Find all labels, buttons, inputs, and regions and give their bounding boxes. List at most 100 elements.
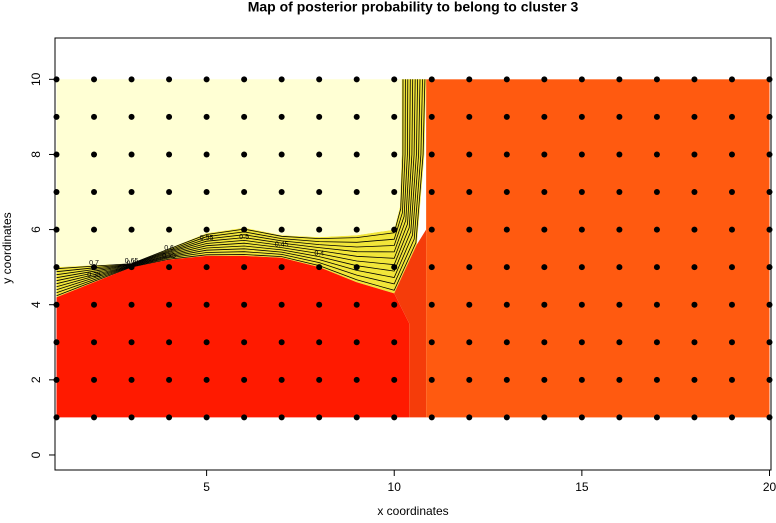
data-point [53,189,60,196]
data-point [391,264,398,271]
data-point [653,113,660,120]
data-point [353,151,360,158]
data-point [203,376,210,383]
data-point [728,226,735,233]
data-point [278,189,285,196]
y-tick-label: 6 [29,226,43,233]
data-point [316,414,323,421]
data-point [766,414,773,421]
data-point [391,376,398,383]
data-point [766,376,773,383]
data-point [428,264,435,271]
data-point [353,264,360,271]
data-point [91,339,98,346]
data-point [278,113,285,120]
data-point [541,264,548,271]
data-point [503,226,510,233]
x-tick-label: 15 [575,480,589,494]
data-point [503,301,510,308]
data-point [466,301,473,308]
data-point [241,189,248,196]
map-region [56,79,402,268]
data-point [53,151,60,158]
data-point [653,376,660,383]
data-point [128,76,135,83]
data-point [691,76,698,83]
data-point [316,226,323,233]
data-point [616,414,623,421]
data-point [503,339,510,346]
data-point [653,151,660,158]
data-point [91,113,98,120]
data-point [503,151,510,158]
data-point [616,151,623,158]
data-point [391,414,398,421]
data-point [166,226,173,233]
contour-label: 0.5 [239,234,249,241]
contour-label: 0.4 [314,250,324,257]
data-point [91,189,98,196]
data-point [728,151,735,158]
data-point [541,151,548,158]
data-point [128,301,135,308]
contour-label: 0.6 [164,245,174,252]
data-point [278,414,285,421]
map-region [56,255,410,418]
data-point [466,76,473,83]
data-point [203,151,210,158]
x-tick-label: 5 [203,480,210,494]
data-point [391,113,398,120]
data-point [91,226,98,233]
data-point [541,376,548,383]
data-point [241,113,248,120]
data-point [691,264,698,271]
data-point [541,113,548,120]
data-point [278,151,285,158]
data-point [166,376,173,383]
data-point [53,226,60,233]
data-point [728,189,735,196]
data-point [278,264,285,271]
data-point [653,189,660,196]
data-point [353,339,360,346]
data-point [428,414,435,421]
data-point [691,376,698,383]
data-point [766,151,773,158]
data-point [53,264,60,271]
data-point [616,226,623,233]
data-point [616,264,623,271]
y-tick-label: 0 [29,451,43,458]
data-point [578,339,585,346]
data-point [616,376,623,383]
data-point [166,76,173,83]
y-tick-label: 4 [29,301,43,308]
map-region [56,79,427,298]
data-point [653,76,660,83]
data-point [203,414,210,421]
data-point [466,414,473,421]
data-point [616,189,623,196]
data-point [503,376,510,383]
data-point [353,414,360,421]
data-point [241,301,248,308]
data-point [316,264,323,271]
data-point [353,76,360,83]
data-point [391,189,398,196]
data-point [466,113,473,120]
data-point [128,376,135,383]
data-point [391,76,398,83]
data-point [616,301,623,308]
data-point [728,264,735,271]
data-point [578,76,585,83]
y-tick-label: 8 [29,151,43,158]
chart-title: Map of posterior probability to belong t… [248,0,579,15]
data-point [691,226,698,233]
data-point [241,76,248,83]
data-point [353,301,360,308]
data-point [91,376,98,383]
data-point [316,301,323,308]
data-point [503,189,510,196]
data-point [166,113,173,120]
data-point [466,339,473,346]
data-point [391,339,398,346]
